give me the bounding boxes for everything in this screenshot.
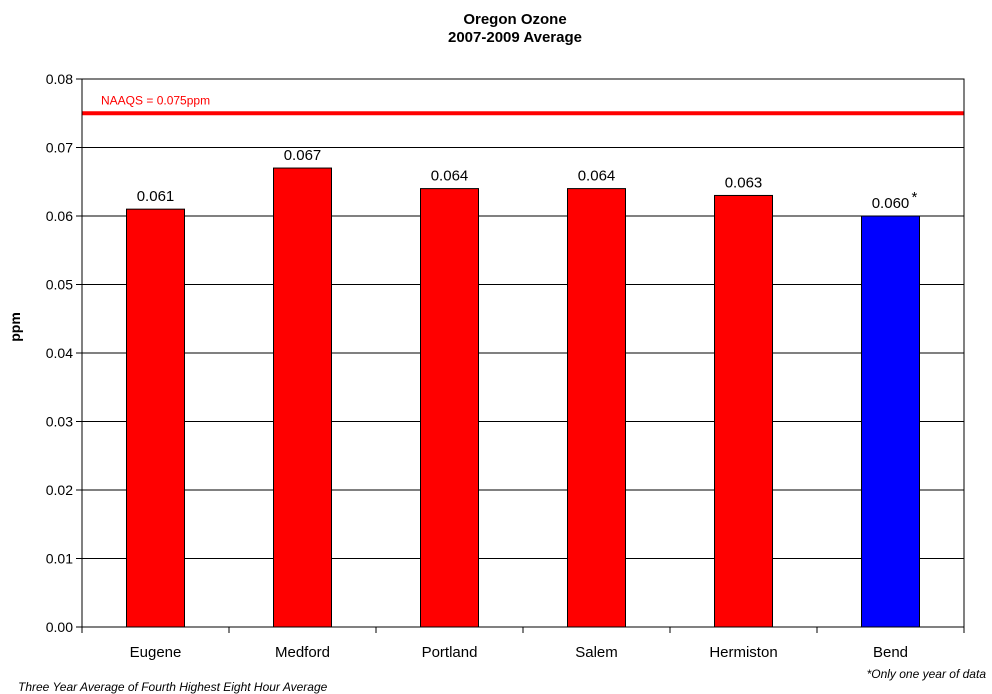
data-label: 0.063 [725,174,763,191]
chart-title: Oregon Ozone 2007-2009 Average [448,11,582,46]
category-label: Salem [575,644,618,661]
y-tick-label: 0.06 [46,208,73,224]
footnote: Three Year Average of Fourth Highest Eig… [18,680,328,694]
bar-salem [567,188,626,628]
category-label: Portland [422,644,478,661]
y-tick-label: 0.07 [46,140,73,156]
data-label: 0.061 [137,188,175,205]
chart-title-line-2: 2007-2009 Average [448,29,582,46]
bar-medford [273,167,332,628]
gridlines [76,78,964,628]
category-labels: Eugene Medford Portland Salem Hermiston Bend [130,644,908,661]
y-tick-label: 0.05 [46,277,73,293]
y-tick-label: 0.01 [46,551,73,567]
bar-portland [420,188,479,628]
y-tick-labels: 0.00 0.01 0.02 0.03 0.04 0.05 0.06 0.07 0.08 [46,71,73,635]
data-label: 0.067 [284,147,322,164]
naaqs-label: NAAQS = 0.075ppm [101,93,210,107]
data-label: 0.064 [578,168,616,185]
bend-asterisk: * [912,189,918,206]
plot-area-border [81,78,965,628]
bars [126,167,920,628]
data-label: 0.060 [872,195,910,212]
data-labels: 0.061 0.067 0.064 0.064 0.063 0.060 [137,147,910,212]
bar-hermiston [714,194,773,628]
reference-line-group: NAAQS = 0.075ppm [82,93,964,116]
category-label: Medford [275,644,330,661]
y-tick-label: 0.03 [46,414,73,430]
category-label: Eugene [130,644,182,661]
category-label: Bend [873,644,908,661]
y-tick-label: 0.04 [46,345,73,361]
y-tick-label: 0.00 [46,619,73,635]
chart-title-line-1: Oregon Ozone [463,11,566,28]
bar-eugene [126,208,185,628]
bar-bend [861,215,920,628]
data-label: 0.064 [431,168,469,185]
axes [81,78,965,633]
one-year-note: *Only one year of data [867,667,987,681]
y-axis-label: ppm [7,312,23,342]
y-tick-label: 0.08 [46,71,73,87]
category-label: Hermiston [709,644,777,661]
y-tick-label: 0.02 [46,482,73,498]
